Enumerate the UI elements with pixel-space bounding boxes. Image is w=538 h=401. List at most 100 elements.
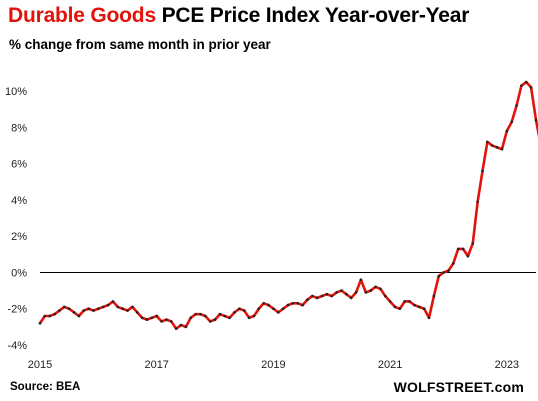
data-point	[72, 311, 76, 314]
data-point	[145, 318, 149, 321]
data-point	[97, 307, 100, 311]
data-point	[393, 305, 397, 309]
data-point	[213, 318, 217, 321]
x-tick-label: 2023	[495, 359, 519, 371]
data-point	[43, 314, 47, 318]
data-point	[38, 321, 42, 325]
data-point	[291, 301, 295, 305]
data-point	[296, 301, 300, 305]
data-point	[111, 300, 115, 303]
data-point	[447, 269, 450, 272]
data-point	[320, 294, 324, 298]
data-point	[476, 200, 479, 204]
data-point	[490, 144, 494, 147]
data-point	[169, 320, 173, 323]
source-note: Source: BEA	[10, 381, 81, 393]
data-point	[417, 305, 421, 309]
data-point	[135, 311, 139, 314]
data-point	[257, 307, 261, 311]
data-point	[116, 305, 120, 309]
data-point	[325, 292, 329, 296]
data-point	[486, 140, 489, 144]
data-point	[77, 314, 81, 318]
chart-title: Durable Goods PCE Price Index Year-over-…	[8, 4, 469, 28]
x-tick-label: 2017	[144, 359, 168, 371]
data-point	[101, 305, 105, 309]
data-point	[272, 307, 275, 311]
data-point	[442, 271, 445, 274]
data-point	[383, 294, 387, 298]
data-point	[505, 129, 509, 133]
y-tick-label: 8%	[11, 122, 27, 134]
y-tick-label: 10%	[5, 86, 27, 98]
series-line	[38, 80, 538, 330]
data-point	[267, 303, 270, 307]
data-point	[461, 247, 465, 251]
data-point	[92, 309, 95, 312]
data-point	[247, 316, 251, 320]
data-point	[413, 303, 416, 307]
data-point	[204, 314, 207, 318]
data-point	[252, 314, 256, 318]
data-point	[233, 311, 236, 314]
data-point	[524, 80, 528, 84]
data-point	[121, 307, 124, 311]
data-point	[160, 320, 163, 323]
data-point	[510, 120, 513, 124]
data-point	[208, 320, 212, 323]
data-point	[155, 314, 159, 318]
data-point	[189, 316, 193, 320]
data-point	[194, 312, 197, 316]
data-point	[534, 118, 538, 122]
data-point	[82, 309, 86, 312]
data-point	[218, 312, 222, 316]
data-point	[179, 323, 183, 327]
data-point	[471, 242, 475, 245]
y-tick-label: -2%	[7, 304, 27, 316]
y-axis: -4% -2% 0% 2% 4% 6% 8% 10%	[5, 86, 536, 352]
y-tick-label: 2%	[11, 231, 27, 243]
data-point	[359, 278, 363, 282]
data-point	[437, 274, 441, 278]
data-point	[53, 312, 56, 316]
x-axis: 2015 2017 2019 2021 2023	[28, 359, 519, 371]
data-point	[354, 291, 358, 294]
data-point	[281, 307, 285, 311]
y-tick-label: -4%	[7, 340, 27, 352]
data-point	[345, 292, 348, 296]
data-point	[481, 169, 484, 173]
data-point	[199, 312, 202, 316]
y-tick-label: 6%	[11, 159, 27, 171]
title-highlight: Durable Goods	[8, 4, 156, 27]
data-point	[403, 300, 407, 303]
data-point	[349, 296, 353, 300]
data-point	[364, 291, 368, 294]
data-point	[106, 303, 110, 307]
data-point	[174, 327, 178, 330]
data-point	[276, 311, 280, 314]
data-point	[58, 309, 61, 312]
x-tick-label: 2019	[261, 359, 285, 371]
data-point	[67, 307, 71, 311]
data-point	[315, 296, 319, 300]
data-point	[165, 318, 168, 321]
data-point	[223, 314, 227, 318]
data-point	[242, 309, 246, 312]
data-point	[131, 305, 134, 309]
data-point	[432, 294, 436, 298]
data-point	[398, 307, 402, 311]
x-tick-label: 2015	[28, 359, 52, 371]
data-point	[388, 300, 392, 303]
data-point	[495, 146, 499, 149]
data-point	[238, 307, 241, 311]
data-point	[228, 316, 231, 320]
data-point	[529, 86, 533, 89]
data-point	[340, 289, 343, 292]
data-point	[456, 247, 460, 251]
y-tick-label: 0%	[11, 267, 27, 279]
data-point	[306, 298, 309, 301]
data-point	[452, 262, 455, 265]
title-rest: PCE Price Index Year-over-Year	[161, 4, 470, 27]
data-point	[48, 314, 52, 318]
